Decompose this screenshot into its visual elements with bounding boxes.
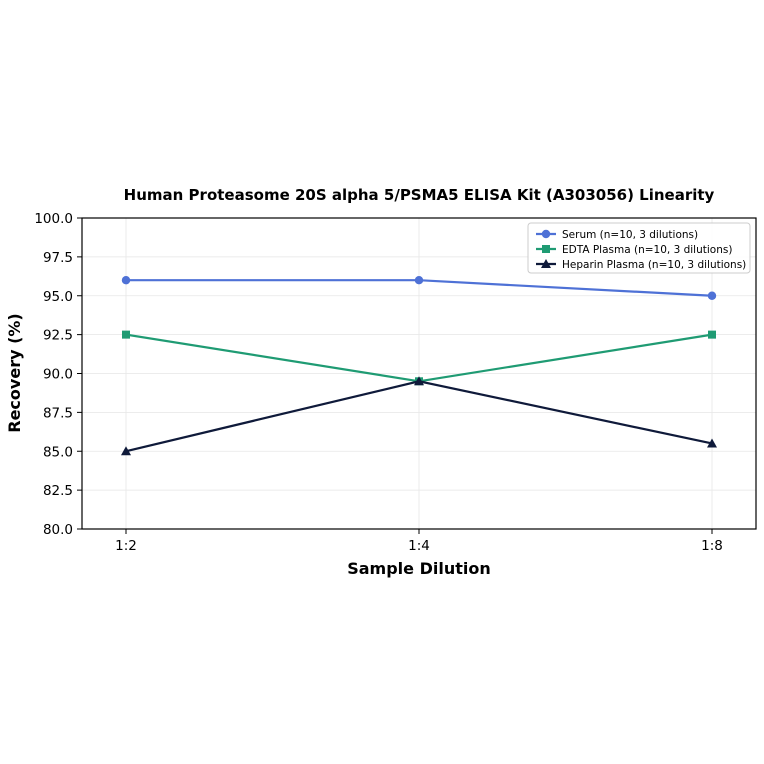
data-point — [121, 446, 131, 456]
y-tick-label: 85.0 — [43, 444, 73, 460]
x-axis: 1:2 1:4 1:8 — [115, 529, 723, 554]
data-point — [414, 276, 424, 285]
y-tick-label: 80.0 — [43, 522, 73, 538]
legend-marker — [541, 229, 551, 239]
legend-box — [527, 222, 751, 274]
x-tick-label: 1:2 — [115, 538, 137, 554]
y-tick-label: 82.5 — [43, 483, 73, 499]
data-point — [122, 330, 130, 339]
y-tick-label: 92.5 — [43, 328, 73, 344]
legend-label: Serum (n=10, 3 dilutions) — [562, 229, 698, 241]
legend-label: Heparin Plasma (n=10, 3 dilutions) — [562, 259, 746, 271]
series — [121, 276, 717, 456]
y-tick-label: 87.5 — [43, 405, 73, 421]
data-point — [707, 438, 717, 448]
x-tick-label: 1:8 — [701, 538, 723, 554]
data-point — [708, 330, 716, 339]
legend-marker — [541, 259, 551, 268]
data-point — [121, 276, 131, 285]
legend: Serum (n=10, 3 dilutions) EDTA Plasma (n=… — [527, 222, 751, 274]
y-tick-label: 90.0 — [43, 367, 73, 383]
legend-label: EDTA Plasma (n=10, 3 dilutions) — [562, 244, 732, 256]
y-tick-label: 100.0 — [34, 211, 73, 227]
y-axis: 80.0 82.5 85.0 87.5 90.0 92.5 95.0 97.5 100.0 — [34, 211, 82, 538]
data-point — [707, 291, 717, 300]
x-tick-label: 1:4 — [408, 538, 430, 554]
y-tick-label: 95.0 — [43, 289, 73, 305]
data-point — [414, 376, 424, 386]
y-axis-label: Recovery (%) — [5, 313, 24, 432]
chart-title: Human Proteasome 20S alpha 5/PSMA5 ELISA… — [124, 186, 715, 204]
x-axis-label: Sample Dilution — [347, 559, 491, 578]
legend-marker — [542, 245, 550, 253]
y-tick-label: 97.5 — [43, 250, 73, 266]
